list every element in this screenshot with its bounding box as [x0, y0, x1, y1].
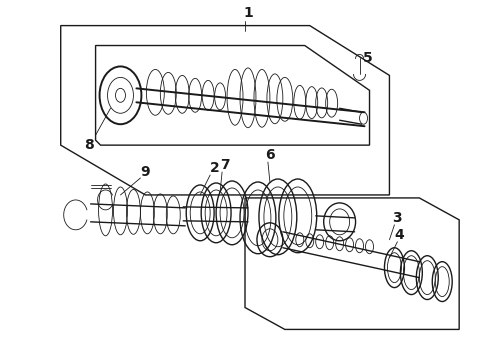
Text: 1: 1	[243, 6, 253, 20]
Text: 9: 9	[141, 165, 150, 179]
Text: 4: 4	[394, 228, 404, 242]
Text: 5: 5	[363, 51, 372, 66]
Text: 3: 3	[392, 211, 402, 225]
Text: 8: 8	[84, 138, 94, 152]
Text: 6: 6	[265, 148, 275, 162]
Text: 2: 2	[210, 161, 220, 175]
Text: 7: 7	[220, 158, 230, 172]
